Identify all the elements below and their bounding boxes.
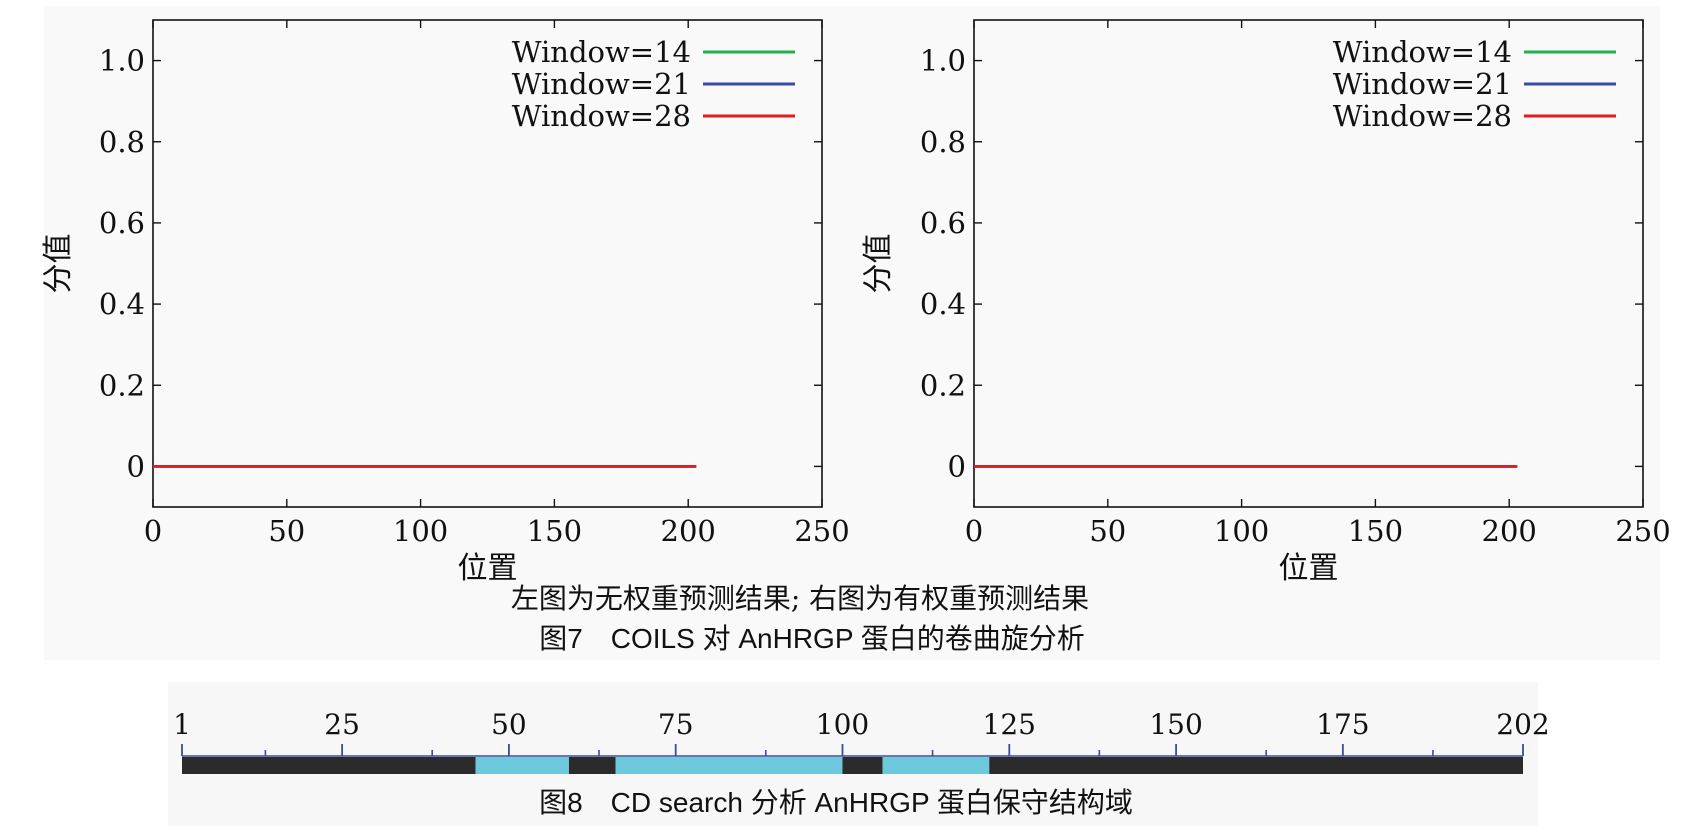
y-tick-label: 0.6 [99,206,145,240]
track-tick-label: 100 [816,708,869,741]
coils-chart-unweighted: 0 0.2 0.4 0.6 0.8 1.0 0 50 100 150 200 250 位置 分值 Windo… [41,19,850,586]
x-tick-label: 0 [965,514,983,548]
y-tick-label: 0.8 [99,125,145,159]
legend-label: Window=28 [512,99,691,133]
background-segment [568,757,616,774]
x-tick-label: 50 [1089,514,1126,548]
x-tick-label: 0 [144,514,162,548]
plot-frame [973,19,1644,508]
background-segment [182,757,476,774]
y-tick-label: 0.4 [99,287,145,321]
y-tick-label: 0.2 [920,368,966,402]
figure7-panel [44,6,1660,660]
plot-frame [152,19,823,508]
y-tick-label: 0.6 [920,206,966,240]
legend-label: Window=14 [1333,35,1512,69]
track-tick-label: 202 [1496,708,1549,741]
domain-track: 1 25 50 75 100 125 150 175 202 [173,708,1550,774]
y-tick-label: 0.2 [99,368,145,402]
track-tick-label: 1 [173,708,191,741]
figure7-title: 图7 COILS 对 AnHRGP 蛋白的卷曲旋分析 [539,623,1085,654]
x-tick-label: 200 [1482,514,1537,548]
y-tick-label: 1.0 [99,44,145,78]
legend-label: Window=21 [512,67,691,101]
y-tick-label: 0 [948,449,966,483]
track-tick-label: 175 [1316,708,1369,741]
figure7-note: 左图为无权重预测结果; 右图为有权重预测结果 [511,582,1089,615]
track-tick-label: 125 [983,708,1036,741]
background-segment [989,757,1523,774]
y-tick-label: 0 [127,449,145,483]
x-axis-label: 位置 [1279,551,1339,586]
x-tick-label: 150 [1348,514,1403,548]
background-segment [842,757,883,774]
x-tick-label: 50 [268,514,305,548]
figure8-panel [168,682,1538,826]
figure8-title: 图8 CD search 分析 AnHRGP 蛋白保守结构域 [539,787,1133,818]
x-tick-label: 150 [527,514,582,548]
track-tick-label: 150 [1149,708,1202,741]
track-tick-label: 50 [491,708,527,741]
legend-label: Window=21 [1333,67,1512,101]
y-tick-label: 1.0 [920,44,966,78]
track-tick-label: 25 [324,708,360,741]
y-axis-label: 分值 [41,234,76,294]
legend-label: Window=14 [512,35,691,69]
track-tick-label: 75 [658,708,694,741]
x-tick-label: 100 [1214,514,1269,548]
x-tick-label: 100 [393,514,448,548]
domain-segment [475,757,569,774]
x-tick-label: 250 [794,514,849,548]
domain-segment [882,757,990,774]
coils-chart-weighted: 0 0.2 0.4 0.6 0.8 1.0 0 50 100 150 200 250 位置 分值 Windo… [861,19,1671,586]
y-axis-label: 分值 [861,234,896,294]
domain-segment [615,757,843,774]
x-axis-label: 位置 [458,551,518,586]
y-tick-label: 0.8 [920,125,966,159]
x-tick-label: 250 [1615,514,1670,548]
x-tick-label: 200 [661,514,716,548]
y-tick-label: 0.4 [920,287,966,321]
legend-label: Window=28 [1333,99,1512,133]
